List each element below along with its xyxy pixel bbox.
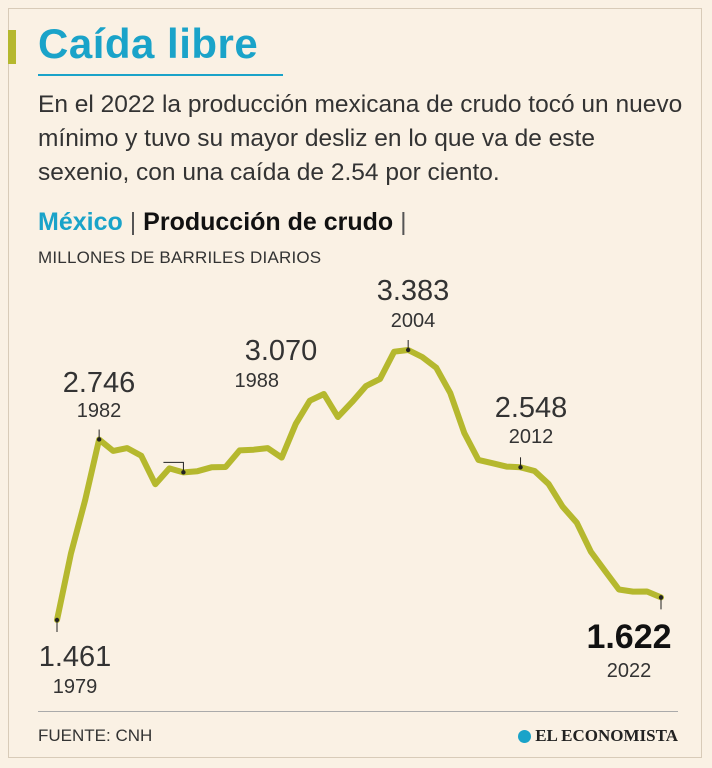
footer-divider — [38, 711, 678, 712]
leader-tick-1988 — [163, 461, 184, 473]
data-year-label-1982: 1982 — [77, 400, 122, 422]
title-accent-bar — [8, 30, 16, 64]
title-underline — [38, 74, 283, 76]
data-year-label-2012: 2012 — [509, 426, 554, 448]
data-year-label-1979: 1979 — [53, 676, 98, 698]
description-text: En el 2022 la producción mexicana de cru… — [38, 91, 683, 186]
data-value-label-1988: 3.070 — [245, 335, 318, 367]
data-value-label-2022: 1.622 — [586, 618, 671, 656]
production-series-line — [54, 347, 664, 623]
data-year-label-2022: 2022 — [607, 660, 652, 682]
data-year-label-1988: 1988 — [235, 370, 280, 392]
chart-subject: Producción de crudo — [143, 208, 394, 236]
chart-heading: México | Producción de crudo | — [38, 208, 407, 237]
data-year-label-2004: 2004 — [391, 310, 436, 332]
data-value-label-1979: 1.461 — [39, 641, 112, 673]
brand-logo: EL ECONOMISTA — [518, 726, 678, 746]
brand-globe-icon — [518, 729, 532, 743]
chart-heading-separator-2: | — [400, 208, 407, 236]
chart-country: México — [38, 208, 123, 236]
data-value-label-2004: 3.383 — [377, 275, 450, 307]
page-title: Caída libre — [38, 20, 259, 67]
source-note: FUENTE: CNH — [38, 726, 153, 745]
data-value-label-2012: 2.548 — [495, 392, 568, 424]
chart-heading-separator-1: | — [129, 208, 137, 236]
data-value-label-1982: 2.746 — [63, 367, 136, 399]
brand-name: EL ECONOMISTA — [535, 726, 678, 745]
chart-units-label: MILLONES DE BARRILES DIARIOS — [38, 248, 322, 267]
infographic-frame — [8, 8, 702, 758]
